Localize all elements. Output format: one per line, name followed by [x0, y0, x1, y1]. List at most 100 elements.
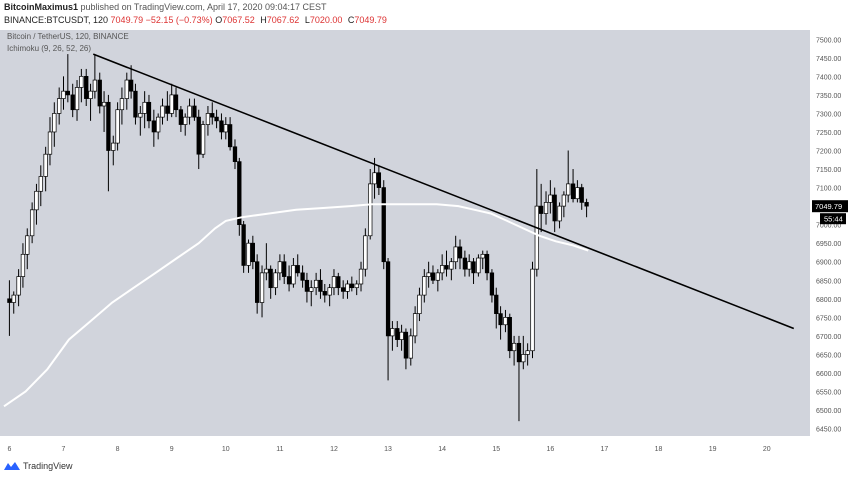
candle [160, 98, 165, 125]
candle [34, 183, 39, 225]
candle [435, 269, 440, 292]
tradingview-icon [4, 462, 20, 470]
candle-body [133, 90, 138, 118]
candle-body [349, 283, 354, 289]
ohlc-high: 7067.62 [266, 15, 300, 25]
chart-header: BitcoinMaximus1 published on TradingView… [0, 0, 850, 30]
candle [358, 261, 364, 292]
candle-body [503, 317, 508, 326]
candle-body [237, 161, 242, 226]
candle [480, 250, 485, 270]
publisher-name[interactable]: BitcoinMaximus1 [4, 2, 79, 12]
candle-body [291, 265, 296, 285]
y-tick-label: 6600.00 [816, 371, 841, 378]
candle [259, 265, 265, 318]
candle-body [534, 205, 539, 270]
candle-body [579, 187, 584, 203]
candle-body [403, 331, 409, 359]
candle [277, 254, 283, 281]
x-tick-label: 19 [709, 446, 717, 453]
y-tick-label: 7000.00 [816, 223, 841, 230]
candle-body [385, 261, 391, 337]
candle-body [489, 272, 495, 296]
candle [111, 135, 116, 166]
candle [408, 328, 413, 366]
candle-body [345, 283, 350, 292]
candle-body [65, 90, 70, 96]
candle [399, 324, 404, 351]
candle-body [530, 268, 535, 352]
candle-body [115, 109, 120, 144]
candle-body [57, 98, 62, 114]
candle-body [34, 190, 39, 211]
y-tick-label: 6700.00 [816, 334, 841, 341]
y-tick-label: 7500.00 [816, 37, 841, 44]
candle-body [101, 101, 107, 107]
candle-body [160, 105, 165, 118]
candle-body [286, 276, 292, 285]
candle [255, 254, 260, 314]
candle-body [331, 276, 337, 289]
candle-body [467, 261, 472, 270]
x-tick-label: 15 [492, 446, 500, 453]
candle [557, 202, 562, 229]
candle [178, 106, 184, 132]
candle [214, 109, 219, 129]
candle-body [264, 268, 269, 274]
candle [376, 165, 382, 195]
candle [84, 68, 89, 107]
candle-body [561, 194, 567, 207]
chart-legend: Bitcoin / TetherUS, 120, BINANCE Ichimok… [7, 31, 129, 55]
candle [440, 254, 445, 281]
candle-body [395, 328, 400, 340]
candle [444, 250, 449, 277]
legend-pair[interactable]: Bitcoin / TetherUS, 120, BINANCE [7, 32, 129, 41]
symbol-info: BINANCE:BTCUSDT, 120 7049.79 −52.15 (−0.… [4, 15, 390, 25]
candle-body [449, 261, 454, 270]
ichimoku-line [3, 203, 589, 408]
last-price: 7049.79 [110, 15, 144, 25]
candle-body [173, 94, 179, 111]
candle [341, 280, 346, 299]
candle-body [462, 257, 468, 270]
candle [227, 117, 233, 151]
candle-body [566, 183, 571, 196]
candle-body [128, 79, 134, 92]
price-chart[interactable]: 7500.00 7450.00 7400.00 7350.00 7300.00 7250.… [0, 30, 850, 456]
candles-layer [7, 54, 589, 422]
candle-body [106, 101, 111, 151]
candle-body [381, 187, 386, 263]
candle-body [111, 142, 116, 151]
candle-body [525, 350, 530, 355]
candle [237, 157, 242, 236]
candle [119, 87, 125, 125]
candle [47, 117, 53, 166]
candle [552, 187, 557, 233]
candle [106, 94, 111, 192]
candle [142, 91, 147, 129]
candle-body [322, 291, 327, 296]
candle-body [88, 90, 93, 99]
price-tags: 7049.79 55:44 [812, 200, 848, 225]
candle-body [521, 354, 526, 363]
ohlc-low-key: L [304, 15, 310, 25]
candle [449, 258, 454, 281]
time-axis[interactable]: 6 7 8 9 10 11 12 13 14 15 16 17 18 19 20 [7, 446, 770, 453]
candle-body [20, 253, 26, 277]
y-tick-label: 7300.00 [816, 111, 841, 118]
candle [20, 243, 26, 288]
candle-body [552, 194, 557, 222]
candle-body [183, 116, 188, 125]
candle-body [138, 113, 143, 118]
candle [395, 321, 400, 348]
footer: TradingView [0, 456, 850, 477]
last-price-tag [812, 200, 848, 213]
candle-body [241, 224, 246, 266]
candle-body [11, 294, 16, 303]
tradingview-logo[interactable]: TradingView [4, 461, 73, 471]
legend-indicator[interactable]: Ichimoku (9, 26, 52, 26) [7, 44, 92, 53]
candle [390, 321, 395, 351]
y-tick-label: 6850.00 [816, 278, 841, 285]
candle-body [178, 109, 184, 125]
candle-body [309, 287, 314, 292]
